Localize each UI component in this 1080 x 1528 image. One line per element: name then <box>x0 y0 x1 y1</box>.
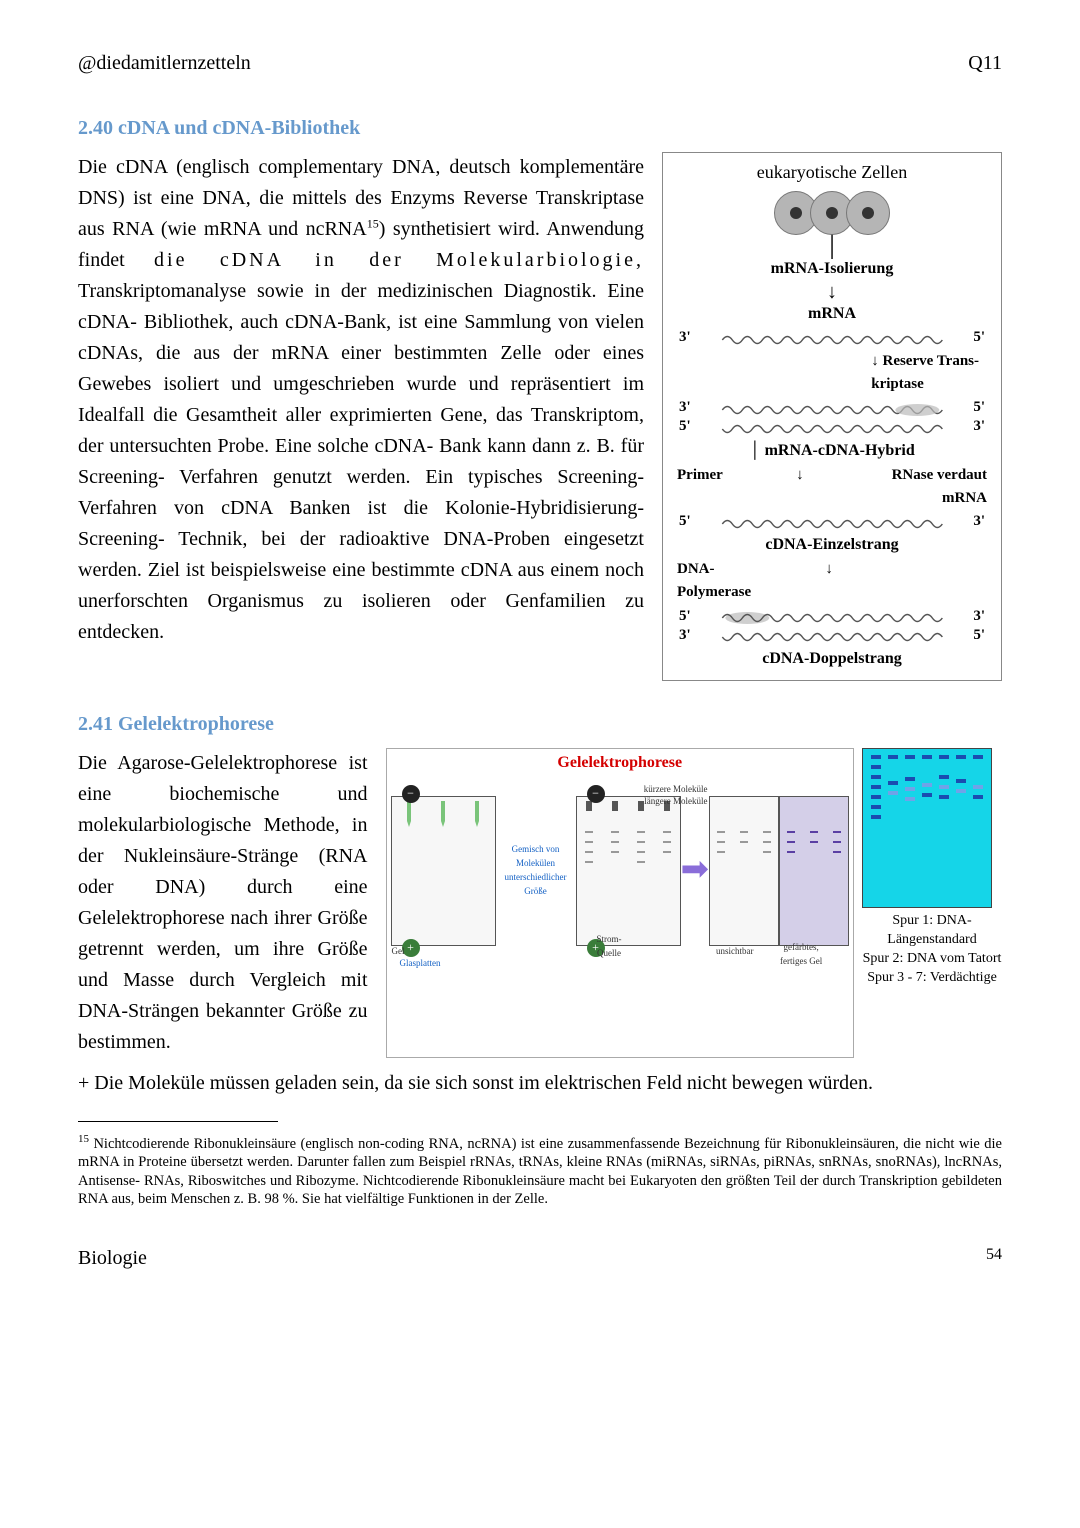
hybrid-label: mRNA-cDNA-Hybrid <box>765 442 915 459</box>
section-heading-241: 2.41 Gelelektrophorese <box>78 709 1002 740</box>
hybrid-strand-top: 3' 5' <box>667 396 997 419</box>
gel-apparatus-before: − + Gel Glasplatten <box>391 796 496 946</box>
page: @diedamitlernzetteln Q11 2.40 cDNA und c… <box>0 0 1080 1314</box>
longer-molecules-label: längere Moleküle <box>644 795 707 809</box>
reverse-transcriptase-label: Reserve Trans- kriptase <box>871 353 979 392</box>
mixture-label: Gemisch von Molekülen unterschiedlicher … <box>496 843 576 899</box>
arrow-right-icon: ➡ <box>681 844 710 897</box>
single-strand: 5' 3' <box>667 510 997 533</box>
pipette-icon <box>470 801 484 827</box>
caption-line: Spur 1: DNA-Längenstandard <box>862 912 1002 950</box>
eukaryotic-cells-icon <box>667 191 997 235</box>
footnote-text: Nichtcodierende Ribonukleinsäure (englis… <box>78 1136 1002 1208</box>
mrna-strand: 3' 5' <box>667 326 997 349</box>
five-prime-label: 5' <box>677 510 693 533</box>
gel-apparatus-after: − + Strom- Quelle kürzere Moleküle <box>576 796 681 946</box>
minus-electrode-icon: − <box>402 785 420 803</box>
fig1-primer-rnase-row: Primer ↓ RNase verdaut mRNA <box>667 464 997 511</box>
pipette-icon <box>402 801 416 827</box>
gel-result-panel: Spur 1: DNA-Längenstandard Spur 2: DNA v… <box>862 748 1002 1058</box>
rnase-label: RNase verdaut mRNA <box>877 464 987 511</box>
page-header: @diedamitlernzetteln Q11 <box>78 48 1002 79</box>
three-prime-label: 3' <box>677 326 693 349</box>
arrow-down-icon: │ <box>667 237 997 257</box>
gel-diagram: − + Gel Glasplatten Gemisch von Moleküle… <box>387 776 854 966</box>
five-prime-label: 5' <box>971 326 987 349</box>
section-241-text: Die Agarose-Gelelektrophorese ist eine b… <box>78 748 368 1058</box>
gel-result-caption: Spur 1: DNA-Längenstandard Spur 2: DNA v… <box>862 912 1002 988</box>
section-heading-240: 2.40 cDNA und cDNA-Bibliothek <box>78 113 1002 144</box>
footnote-ref-15: 15 <box>367 216 379 230</box>
fig1-step-hybrid: │ mRNA-cDNA-Hybrid <box>667 439 997 464</box>
fig2-title: Gelelektrophorese <box>387 749 854 776</box>
three-prime-label: 3' <box>971 415 987 438</box>
footnote-divider <box>78 1121 278 1122</box>
footer-page-number: 54 <box>986 1243 1002 1274</box>
fig1-step-isolation: mRNA-Isolierung <box>667 257 997 282</box>
header-handle: @diedamitlernzetteln <box>78 48 251 79</box>
body-text-spaced: die cDNA in der Molekularbiologie, <box>154 249 644 271</box>
primer-label: Primer <box>677 464 723 511</box>
page-footer: Biologie 54 <box>78 1243 1002 1274</box>
power-source-label: Strom- Quelle <box>597 933 622 961</box>
caption-line: Spur 2: DNA vom Tatort <box>862 950 1002 969</box>
section-241: 2.41 Gelelektrophorese Die Agarose-Gelel… <box>78 709 1002 1099</box>
gel-colored: gefärbtes, fertiges Gel <box>779 796 849 946</box>
caption-line: Spur 3 - 7: Verdächtige <box>862 969 1002 988</box>
fig1-title: eukaryotische Zellen <box>667 159 997 187</box>
figure-gelelectrophoresis-wrap: Gelelektrophorese − + Gel <box>386 748 1003 1058</box>
gel-result-image <box>862 748 992 908</box>
double-strand-top: 5' 3' <box>667 605 997 628</box>
minus-electrode-icon: − <box>587 785 605 803</box>
section-241-plus-note: + Die Moleküle müssen geladen sein, da s… <box>78 1068 1002 1099</box>
pipette-icon <box>436 801 450 827</box>
section-240: Die cDNA (englisch complementary DNA, de… <box>78 152 1002 681</box>
body-text: Transkriptomanalyse sowie in der medizin… <box>78 280 644 643</box>
dna-polymerase-label: DNA- Polymerase <box>677 558 751 605</box>
five-prime-label: 5' <box>677 415 693 438</box>
footnote-15: 15 Nichtcodierende Ribonukleinsäure (eng… <box>78 1132 1002 1209</box>
footer-subject: Biologie <box>78 1243 147 1274</box>
fig1-step-mrna: mRNA <box>667 302 997 327</box>
fig1-step-double: cDNA-Doppelstrang <box>667 647 997 672</box>
fig1-polymerase-row: DNA- Polymerase ↓ <box>667 558 997 605</box>
invisible-label: unsichtbar <box>716 945 754 959</box>
glass-plates-label: Glasplatten <box>400 957 441 971</box>
fig1-step-rt: ↓ Reserve Trans- kriptase <box>667 350 997 397</box>
arrow-down-icon: ↓ <box>667 282 997 302</box>
figure-gelelectrophoresis: Gelelektrophorese − + Gel <box>386 748 855 1058</box>
hybrid-strand-bottom: 5' 3' <box>667 415 997 438</box>
gel-invisible: unsichtbar <box>709 796 779 946</box>
three-prime-label: 3' <box>971 510 987 533</box>
header-course: Q11 <box>968 48 1002 79</box>
figure-cdna-synthesis: eukaryotische Zellen │ mRNA-Isolierung ↓… <box>662 152 1002 681</box>
fig1-step-single: cDNA-Einzelstrang <box>667 533 997 558</box>
colored-gel-label: gefärbtes, fertiges Gel <box>780 941 822 969</box>
five-prime-label: 5' <box>971 624 987 647</box>
double-strand-bottom: 3' 5' <box>667 624 997 647</box>
three-prime-label: 3' <box>677 624 693 647</box>
footnote-number: 15 <box>78 1133 89 1145</box>
section-240-text: Die cDNA (englisch complementary DNA, de… <box>78 152 644 681</box>
